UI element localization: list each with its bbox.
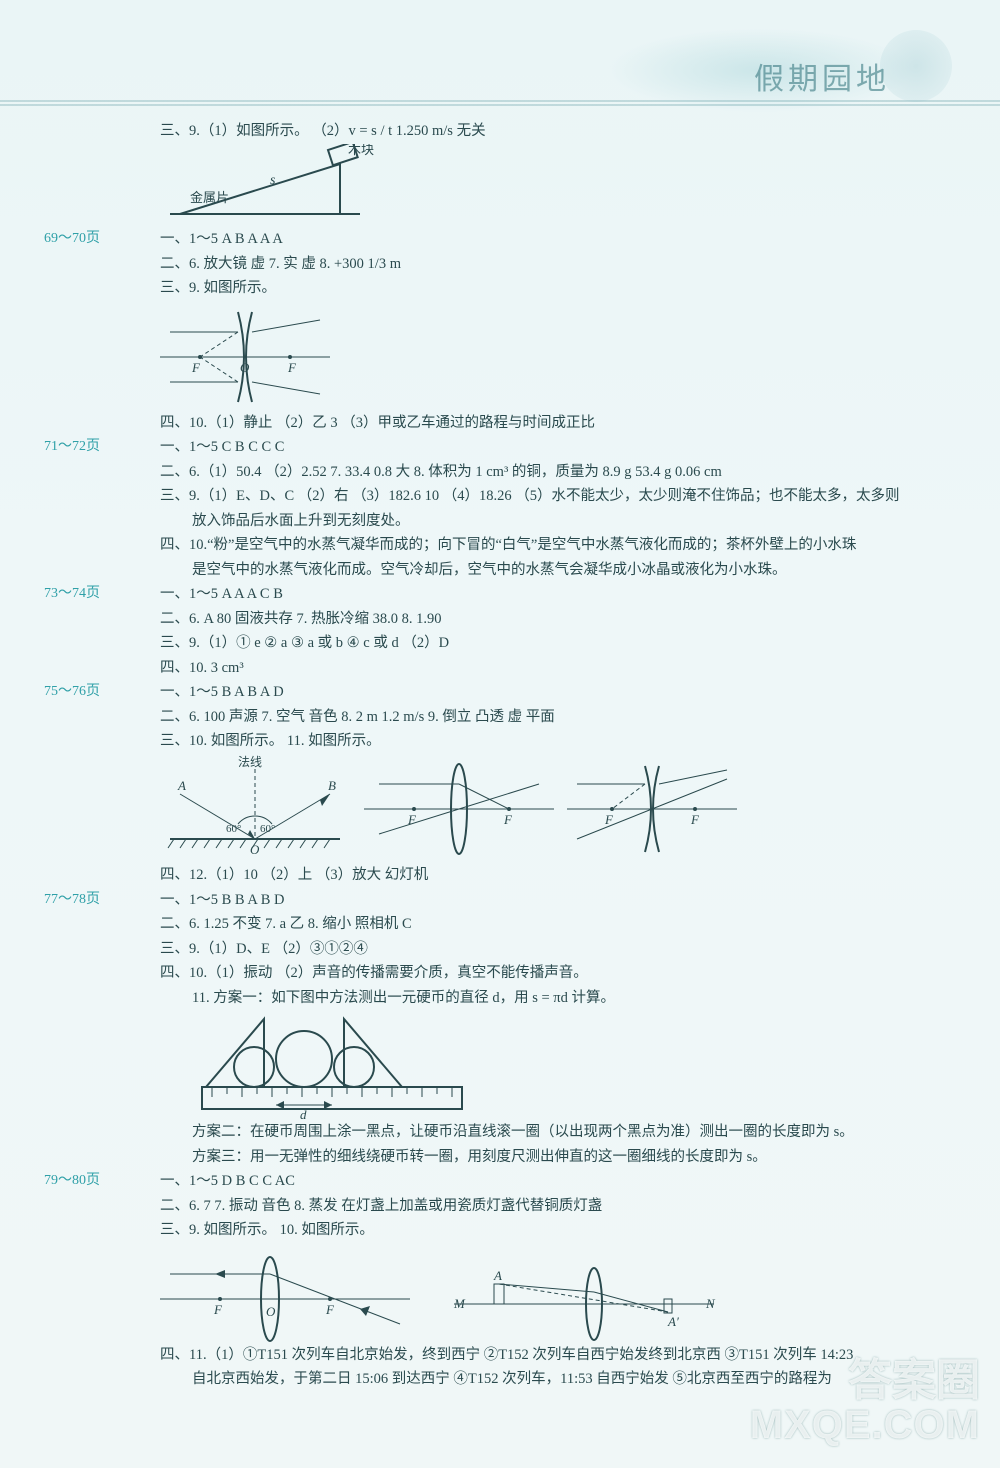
s3-line-3: 四、10. 3 cm³ — [110, 657, 950, 679]
label-M: M — [453, 1296, 466, 1311]
s1-line-1: 二、6. 放大镜 虚 7. 实 虚 8. +300 1/3 m — [110, 253, 950, 275]
s5-line-3: 四、10.（1）振动 （2）声音的传播需要介质，真空不能传播声音。 — [110, 962, 950, 984]
label-normal: 法线 — [238, 755, 262, 769]
page-label-5: 77～78页 — [10, 889, 100, 911]
label-F-left: F — [191, 360, 201, 375]
label-O: O — [240, 360, 250, 375]
s3-line-2: 三、9.（1）① e ② a ③ a 或 b ④ c 或 d （2）D — [110, 632, 950, 654]
section-5: 77～78页 一、1～5 B B A B D 二、6. 1.25 不变 7. a… — [110, 889, 950, 1168]
section-1: 69～70页 一、1～5 A B A A A 二、6. 放大镜 虚 7. 实 虚… — [110, 228, 950, 434]
fig-incline: 木块 s 金属片 — [110, 144, 950, 224]
s2-line-3: 放入饰品后水面上升到无刻度处。 — [110, 510, 950, 532]
s1-line-2: 三、9. 如图所示。 — [110, 277, 950, 299]
s3-line-1: 二、6. A 80 固液共存 7. 热胀冷缩 38.0 8. 1.90 — [110, 608, 950, 630]
s5-line-2: 三、9.（1）D、E （2）③①②④ — [110, 938, 950, 960]
header-rule — [0, 100, 1000, 106]
label-60R: 60° — [260, 823, 275, 835]
s4-after-0: 四、12.（1）10 （2）上 （3）放大 幻灯机 — [110, 864, 950, 886]
label-base: 金属片 — [190, 190, 229, 205]
label-Fr: F — [503, 812, 513, 827]
label-Fr2: F — [325, 1302, 335, 1317]
s6-line-2: 三、9. 如图所示。 10. 如图所示。 — [110, 1219, 950, 1241]
label-Fc2: F — [690, 812, 700, 827]
fig-coin-ruler: d — [110, 1011, 950, 1121]
label-top: 木块 — [348, 144, 374, 157]
s6-after-0: 四、11.（1）①T151 次列车自北京始发，终到西宁 ②T152 次列车自西宁… — [110, 1344, 950, 1366]
section-4: 75～76页 一、1～5 B A B A D 二、6. 100 声源 7. 空气… — [110, 681, 950, 887]
page-label-1: 69～70页 — [10, 228, 100, 250]
s1-after-0: 四、10.（1）静止 （2）乙 3 （3）甲或乙车通过的路程与时间成正比 — [110, 412, 950, 434]
label-A: A — [177, 778, 186, 793]
s4-line-2: 三、10. 如图所示。 11. 如图所示。 — [110, 730, 950, 752]
s2-line-0: 一、1～5 C B C C C — [110, 436, 950, 458]
s6-line-1: 二、6. 7 7. 振动 音色 8. 蒸发 在灯盏上加盖或用瓷质灯盏代替铜质灯盏 — [110, 1195, 950, 1217]
figrow-6: F O F M A A′ N — [110, 1244, 950, 1344]
fig-concave-lens: F O F — [110, 302, 950, 412]
watermark-en: MXQE.COM — [750, 1403, 980, 1448]
label-Fl2: F — [213, 1302, 223, 1317]
s5-line-1: 二、6. 1.25 不变 7. a 乙 8. 缩小 照相机 C — [110, 913, 950, 935]
s4-line-0: 一、1～5 B A B A D — [110, 681, 950, 703]
figrow-4: 法线 60° 60° A B O — [110, 754, 950, 864]
label-A2: A — [493, 1268, 502, 1283]
content-area: 三、9.（1）如图所示。 （2）v = s / t 1.250 m/s 无关 木… — [110, 120, 950, 1393]
label-B: B — [328, 778, 336, 793]
s5-after-0: 方案二：在硬币周围上涂一黑点，让硬币沿直线滚一圈（以出现两个黑点为准）测出一圈的… — [110, 1121, 950, 1143]
page-label-6: 79～80页 — [10, 1170, 100, 1192]
s6-after-1: 自北京西始发，于第二日 15:06 到达西宁 ④T152 次列车，11:53 自… — [110, 1368, 950, 1390]
s3-line-0: 一、1～5 A A A C B — [110, 583, 950, 605]
label-Ap: A′ — [667, 1314, 679, 1329]
label-d: d — [300, 1107, 307, 1121]
s2-line-2: 三、9.（1）E、D、C （2）右 （3）182.6 10 （4）18.26 （… — [110, 485, 950, 507]
label-N: N — [705, 1296, 716, 1311]
s2-line-5: 是空气中的水蒸气液化而成。空气冷却后，空气中的水蒸气会凝华成小冰晶或液化为小水珠… — [110, 559, 950, 581]
s1-line-0: 一、1～5 A B A A A — [110, 228, 950, 250]
section-2: 71～72页 一、1～5 C B C C C 二、6.（1）50.4 （2）2.… — [110, 436, 950, 581]
s5-after-1: 方案三：用一无弹性的细线绕硬币转一圈，用刻度尺测出伸直的这一圈细线的长度即为 s… — [110, 1146, 950, 1168]
section-3: 73～74页 一、1～5 A A A C B 二、6. A 80 固液共存 7.… — [110, 583, 950, 679]
section-0: 三、9.（1）如图所示。 （2）v = s / t 1.250 m/s 无关 木… — [110, 120, 950, 224]
label-O3: O — [266, 1304, 276, 1319]
section-6: 79～80页 一、1～5 D B C C AC 二、6. 7 7. 振动 音色 … — [110, 1170, 950, 1390]
s2-line-4: 四、10.“粉”是空气中的水蒸气凝华而成的；向下冒的“白气”是空气中水蒸气液化而… — [110, 534, 950, 556]
label-Fl: F — [407, 812, 417, 827]
watermark-cn: 答案圈 — [848, 1344, 980, 1408]
s4-line-1: 二、6. 100 声源 7. 空气 音色 8. 2 m 1.2 m/s 9. 倒… — [110, 706, 950, 728]
header-title: 假期园地 — [754, 54, 890, 98]
s0-line-0: 三、9.（1）如图所示。 （2）v = s / t 1.250 m/s 无关 — [110, 120, 950, 142]
label-s: s — [270, 173, 276, 188]
page-label-3: 73～74页 — [10, 583, 100, 605]
label-60L: 60° — [226, 823, 241, 835]
s5-line-0: 一、1～5 B B A B D — [110, 889, 950, 911]
s5-line-4: 11. 方案一：如下图中方法测出一元硬币的直径 d，用 s = πd 计算。 — [110, 987, 950, 1009]
label-F-right: F — [287, 360, 297, 375]
label-Fc1: F — [604, 812, 614, 827]
s2-line-1: 二、6.（1）50.4 （2）2.52 7. 33.4 0.8 大 8. 体积为… — [110, 461, 950, 483]
page-label-4: 75～76页 — [10, 681, 100, 703]
header-badge — [880, 30, 952, 102]
s6-line-0: 一、1～5 D B C C AC — [110, 1170, 950, 1192]
page-label-2: 71～72页 — [10, 436, 100, 458]
